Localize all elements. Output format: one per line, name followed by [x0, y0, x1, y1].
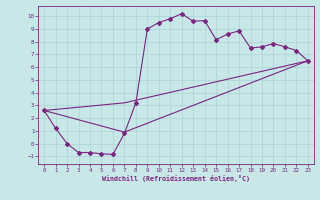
X-axis label: Windchill (Refroidissement éolien,°C): Windchill (Refroidissement éolien,°C): [102, 175, 250, 182]
